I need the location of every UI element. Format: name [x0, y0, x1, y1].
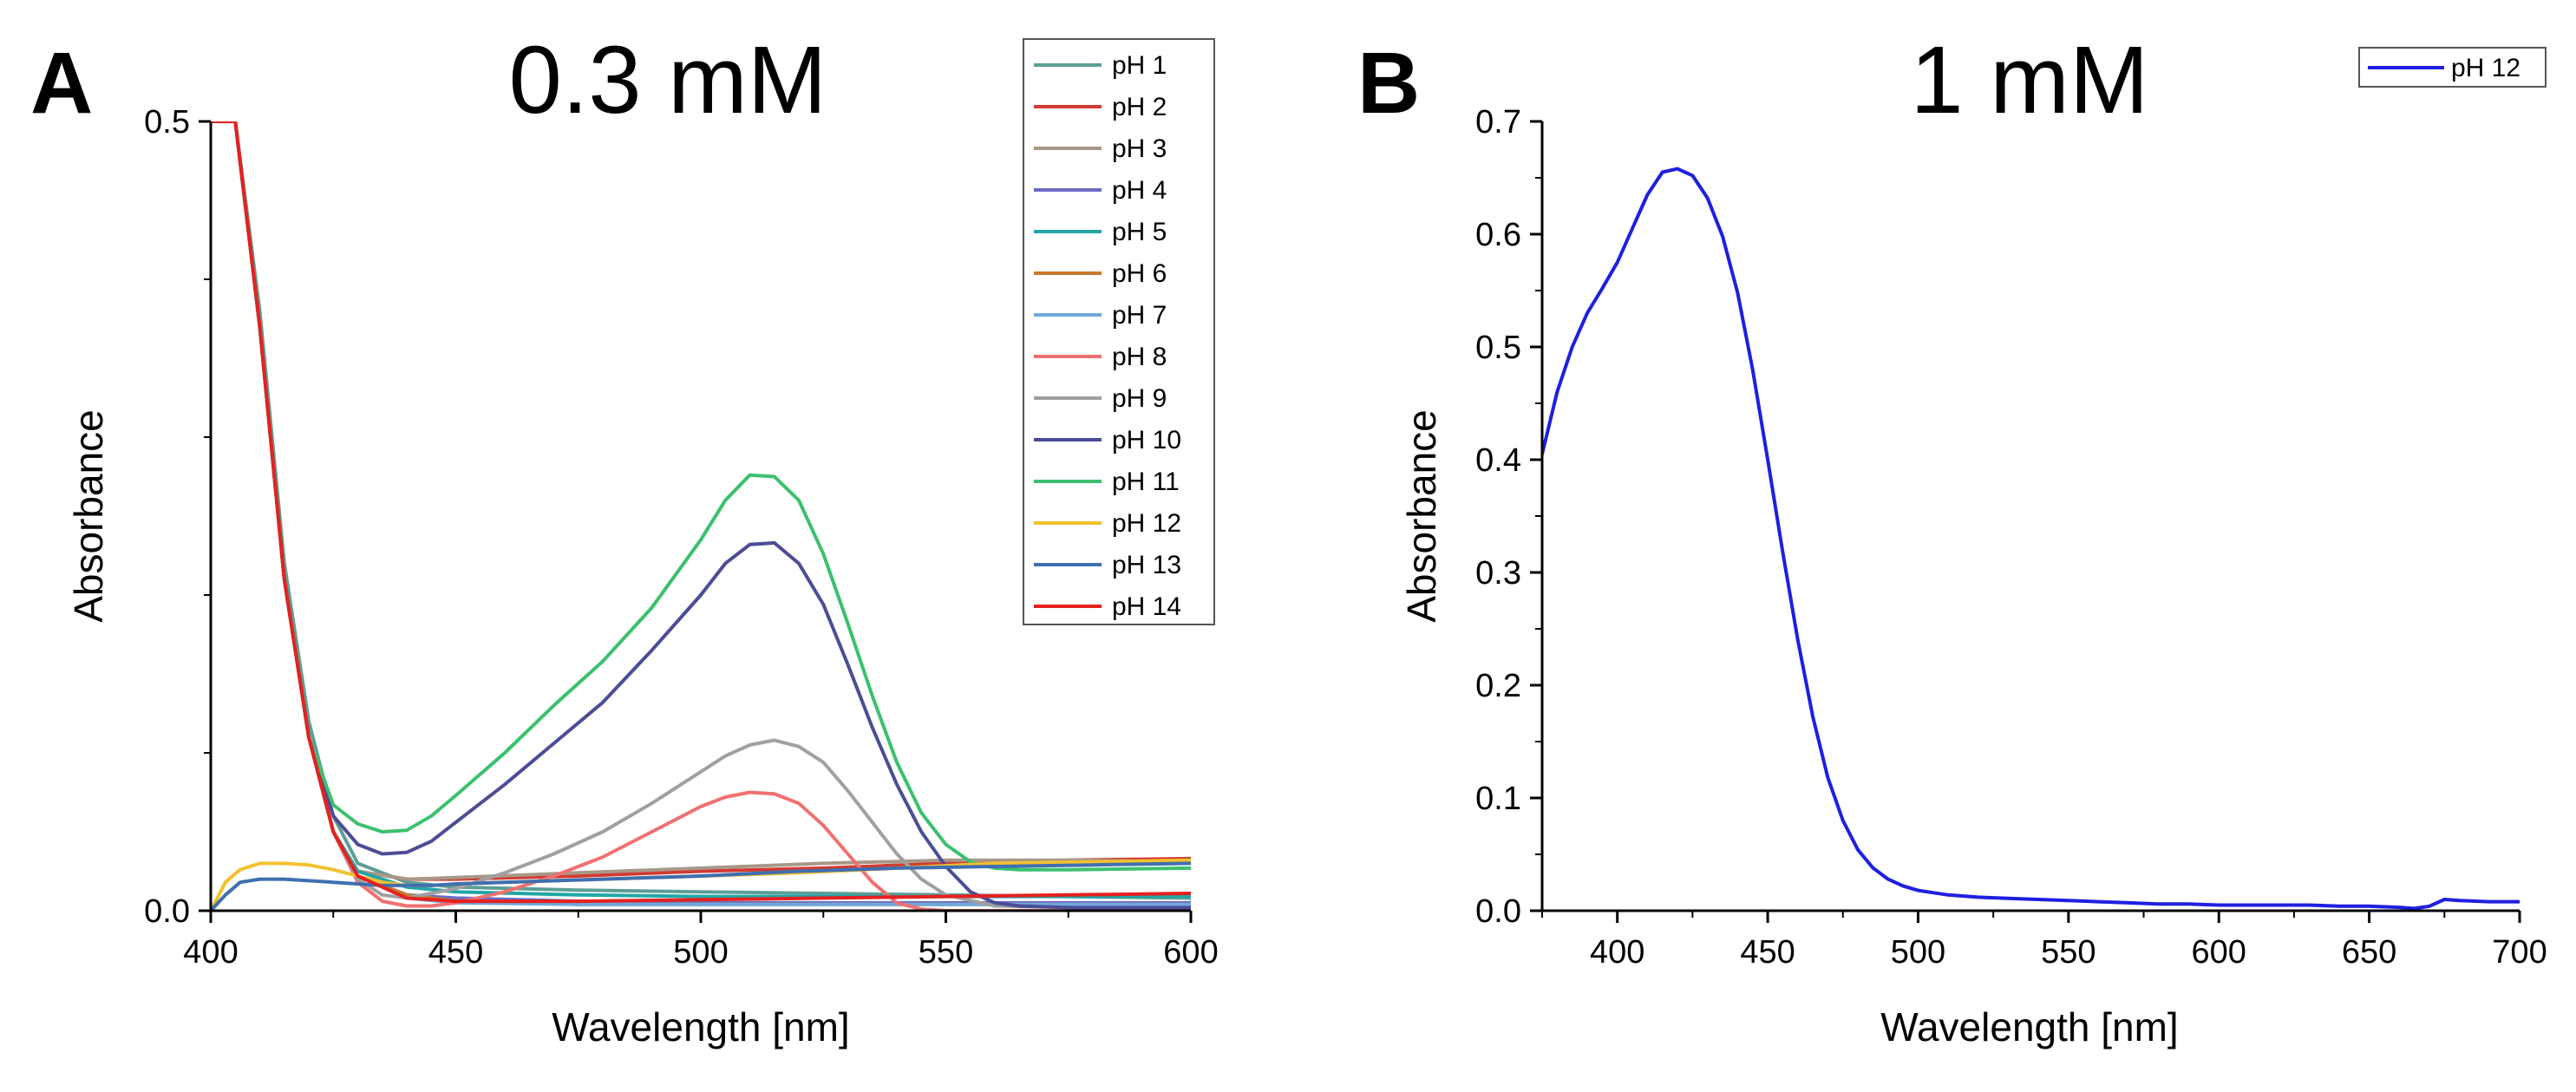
panel-a-legend-label: pH 6 [1112, 259, 1167, 288]
panel-a-y-tick-label: 0.0 [144, 893, 190, 930]
panel-b-y-tick-label: 0.0 [1475, 893, 1521, 930]
panel-a-x-tick-label: 500 [673, 934, 728, 971]
panel-a-legend-item-ph-7: pH 7 [1034, 301, 1167, 330]
panel-a-legend-label: pH 11 [1112, 468, 1180, 496]
panel-a-x-tick-label: 400 [183, 934, 238, 971]
panel-a-x-axis-label: Wavelength [nm] [552, 1004, 849, 1049]
panel-a-legend-item-ph-13: pH 13 [1034, 551, 1181, 579]
panel-b-y-axis-label: Absorbance [1399, 409, 1444, 623]
panel-a-legend-item-ph-14: pH 14 [1034, 592, 1181, 621]
panel-a-y-tick-label: 0.5 [144, 104, 190, 141]
panel-b-y-tick-label: 0.4 [1475, 442, 1521, 479]
panel-b-x-tick-label: 600 [2192, 934, 2246, 971]
panel-a-legend-item-ph-12: pH 12 [1034, 509, 1181, 538]
panel-b-y-tick-label: 0.2 [1475, 668, 1521, 704]
panel-b-legend-item-ph-12: pH 12 [2368, 54, 2520, 82]
panel-a-legend-label: pH 4 [1112, 176, 1167, 205]
panel-a-legend-label: pH 9 [1112, 384, 1167, 413]
panel-b-series-ph-12 [1542, 167, 2520, 911]
panel-b-legend-label: pH 12 [2451, 54, 2520, 82]
panel-a-legend-item-ph-3: pH 3 [1034, 134, 1167, 163]
panel-a-legend-item-ph-4: pH 4 [1034, 176, 1167, 205]
panel-b-x-tick-label: 500 [1891, 934, 1945, 971]
panel-b-y-tick-label: 0.3 [1475, 555, 1521, 592]
panel-a-x-tick-label: 450 [428, 934, 483, 971]
panel-a-letter: A [30, 35, 93, 132]
panel-a-legend-item-ph-11: pH 11 [1034, 468, 1180, 496]
panel-a-x-tick-label: 600 [1163, 934, 1218, 971]
panel-a-title: 0.3 mM [509, 27, 827, 134]
panel-a-series-ph-14 [211, 121, 1191, 904]
panel-b-y-tick-label: 0.6 [1475, 217, 1521, 253]
panel-a-x-tick-label: 550 [919, 934, 973, 971]
panel-a-legend-item-ph-9: pH 9 [1034, 384, 1167, 413]
panel-b-y-tick-label: 0.5 [1475, 330, 1521, 366]
panel-a-legend-item-ph-10: pH 10 [1034, 426, 1181, 454]
panel-b-ticks: 400 450 500 550 600 650 700 0.0 0.1 0.2 0.3 0.4 0.5 0… [1475, 104, 2547, 971]
panel-a-series-group [211, 121, 1191, 911]
panel-a-legend-label: pH 2 [1112, 93, 1167, 121]
panel-a-legend-label: pH 1 [1112, 51, 1167, 80]
panel-a-legend-label: pH 3 [1112, 134, 1167, 163]
panel-b-x-tick-label: 450 [1740, 934, 1795, 971]
panel-b-letter: B [1357, 35, 1420, 132]
panel-a-legend-label: pH 10 [1112, 426, 1181, 454]
panel-a-legend-item-ph-5: pH 5 [1034, 218, 1167, 246]
panel-a-legend-label: pH 12 [1112, 509, 1181, 538]
panel-b: B 1 mM 400 450 500 550 600 650 700 0.0 0.1 0.2 0.3… [1357, 27, 2547, 1049]
panel-a-legend-item-ph-8: pH 8 [1034, 343, 1167, 371]
panel-a-ticks: 400 450 500 550 600 0.0 0.5 [144, 104, 1219, 971]
panel-a-legend-box [1023, 38, 1215, 625]
panel-a-y-axis-label: Absorbance [66, 409, 111, 623]
panel-b-x-tick-label: 650 [2342, 934, 2396, 971]
panel-b-series-group [1542, 167, 2520, 911]
panel-b-x-tick-label: 700 [2492, 934, 2547, 971]
panel-b-y-tick-label: 0.1 [1475, 781, 1521, 817]
panel-b-title: 1 mM [1911, 27, 2149, 134]
panel-a-legend-item-ph-6: pH 6 [1034, 259, 1167, 288]
panel-b-x-axis-label: Wavelength [nm] [1880, 1004, 2178, 1049]
panel-b-x-tick-label: 550 [2041, 934, 2095, 971]
panel-b-y-tick-label: 0.7 [1475, 104, 1521, 141]
panel-a-legend-label: pH 14 [1112, 592, 1181, 621]
panel-a-legend-label: pH 13 [1112, 551, 1181, 579]
panel-b-legend: pH 12 [2358, 47, 2547, 88]
panel-a: A 0.3 mM 400 450 500 550 600 0.0 0.5 Wavelengt… [30, 27, 1219, 1049]
panel-a-legend-label: pH 5 [1112, 218, 1167, 246]
panel-a-series-ph-13 [211, 861, 1191, 911]
panel-a-legend: pH 1 pH 2 pH 3 pH 4 pH 5 pH 6 pH 7 pH 8 pH 9 pH 1… [1023, 38, 1215, 625]
panel-a-series-ph-11 [211, 121, 1191, 872]
panel-b-x-tick-label: 400 [1590, 934, 1644, 971]
panel-a-legend-label: pH 7 [1112, 301, 1167, 330]
panel-a-legend-item-ph-1: pH 1 [1034, 51, 1167, 80]
panel-a-legend-label: pH 8 [1112, 343, 1167, 371]
panel-a-legend-item-ph-2: pH 2 [1034, 93, 1167, 121]
